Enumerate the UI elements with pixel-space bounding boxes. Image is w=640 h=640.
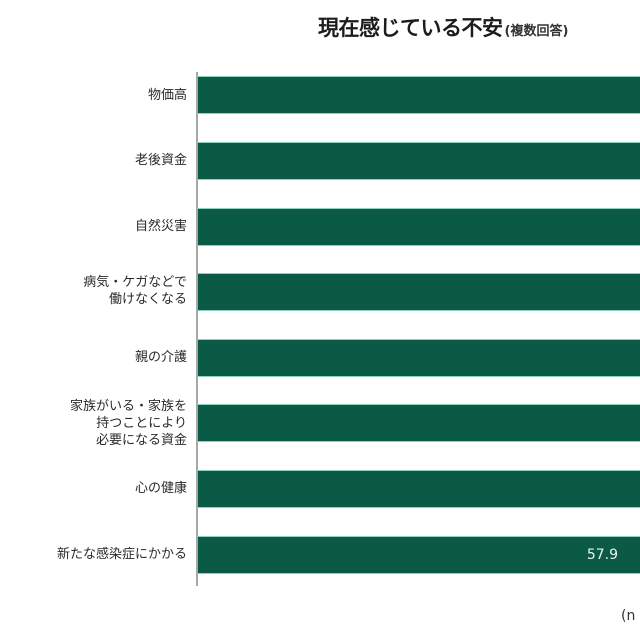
category-label: 老後資金 [134, 153, 187, 168]
bar [198, 471, 640, 507]
bar [198, 209, 640, 245]
category-label: 病気・ケガなどで 働けなくなる [83, 275, 187, 307]
chart-title-group: 現在感じている不安 (複数回答) [318, 12, 568, 42]
bar [198, 274, 640, 310]
category-label: 新たな感染症にかかる [56, 547, 187, 562]
chart-subtitle: (複数回答) [504, 24, 569, 39]
bar [198, 77, 640, 113]
bar: 57.9 [198, 537, 640, 573]
bar-value-label: 57.9 [586, 547, 618, 563]
bar [198, 405, 640, 441]
category-label: 親の介護 [134, 350, 187, 365]
y-axis-line [196, 72, 198, 586]
category-label: 心の健康 [134, 481, 187, 496]
category-label: 自然災害 [134, 219, 187, 234]
bar [198, 143, 640, 179]
sample-size-note: (n [621, 608, 636, 624]
category-label: 物価高 [147, 88, 187, 103]
bar [198, 340, 640, 376]
category-label: 家族がいる・家族を 持つことにより 必要になる資金 [69, 399, 187, 448]
chart-title: 現在感じている不安 [318, 16, 503, 40]
